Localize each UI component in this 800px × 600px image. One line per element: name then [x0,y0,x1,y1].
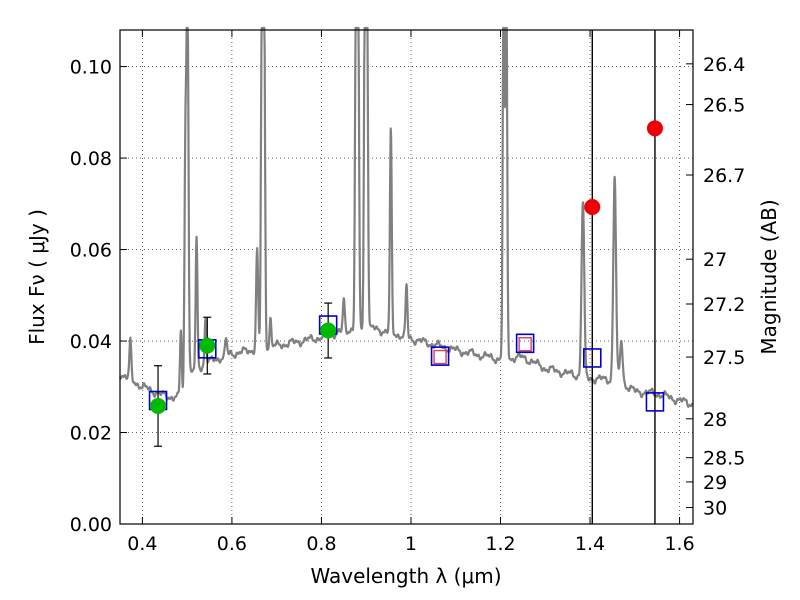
right-tick-label: 27.2 [703,294,745,316]
y-axis-label: Flux Fν ( μJy ) [25,209,49,345]
sed-model-curve [118,26,694,408]
model-photometry-square [645,392,665,412]
right-tick-label: 27.5 [703,347,745,369]
observed-point [320,322,337,339]
pink-inner-square [518,337,532,352]
plot-frame [119,29,694,525]
right-tick-label: 26.7 [703,165,745,187]
y-tick-label: 0.04 [70,331,112,353]
red-point [646,120,663,137]
y-tick-label: 0.06 [70,240,112,262]
sed-model-line [118,26,694,408]
y-tick-label: 0.02 [70,423,112,445]
x-tick-label: 1.2 [485,533,515,555]
markers [148,120,665,447]
y-axis-right-label: Magnitude (AB) [757,199,781,354]
y-tick-label: 0.08 [70,148,112,170]
right-tick-label: 29 [703,472,727,494]
right-tick-label: 27 [703,249,727,271]
right-tick-label: 28.5 [703,448,745,470]
right-tick-label: 26.5 [703,95,745,117]
red-point [584,199,601,216]
model-photometry-square [515,333,535,354]
right-tick-label: 28 [703,409,727,431]
grid [120,30,693,525]
x-tick-label: 0.6 [217,533,247,555]
x-axis-label: Wavelength λ (μm) [310,564,501,588]
observed-point [199,337,216,354]
y-tick-label: 0.10 [70,57,112,79]
ticks: 0.4 0.6 0.8 1 1.2 1.4 1.6 0.00 0.02 0.04 0.06 0.08 0… [70,30,745,555]
y-tick-label: 0.00 [70,514,112,536]
x-tick-label: 1 [405,533,417,555]
right-tick-label: 26.4 [703,54,745,76]
x-tick-label: 1.6 [664,533,694,555]
pink-inner-square [433,349,447,365]
observed-point [150,397,167,414]
model-photometry-square [582,348,602,368]
model-photometry-square [430,346,450,366]
x-tick-label: 0.8 [306,533,336,555]
right-tick-label: 30 [703,498,727,520]
x-tick-label: 1.4 [575,533,605,555]
vertical-lines [591,30,656,524]
x-tick-label: 0.4 [127,533,157,555]
